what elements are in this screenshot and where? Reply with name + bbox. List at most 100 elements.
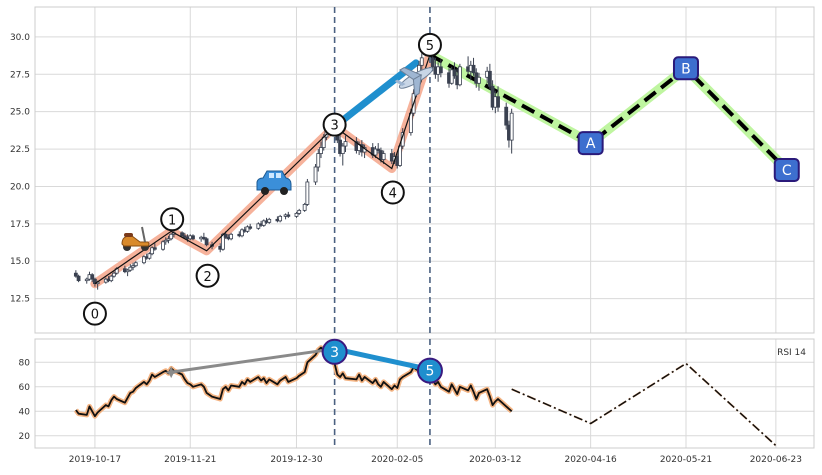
rsi-plot-area bbox=[35, 339, 814, 448]
rsi-bubble-3: 3 bbox=[321, 338, 348, 365]
wave-label-circle bbox=[322, 112, 347, 137]
scooter-stem bbox=[141, 226, 146, 243]
wave-label-0: 0 bbox=[82, 301, 107, 326]
candle-body bbox=[449, 69, 454, 84]
car-wheel bbox=[261, 187, 269, 195]
rsi-divergence-line bbox=[170, 347, 335, 374]
candle-body bbox=[76, 275, 81, 282]
candle-body bbox=[477, 76, 481, 84]
price-y-tick-label: 22.5 bbox=[10, 145, 30, 155]
wave-label-circle bbox=[380, 180, 405, 205]
wave-label-circle bbox=[195, 263, 220, 288]
candle-body bbox=[294, 212, 299, 217]
candle-body bbox=[278, 215, 283, 222]
candle-body bbox=[398, 145, 402, 166]
price-y-tick-label: 12.5 bbox=[10, 295, 30, 305]
x-tick-label: 2020-06-23 bbox=[750, 455, 802, 465]
candle-body bbox=[240, 229, 244, 237]
candle-body bbox=[166, 238, 171, 241]
car-body bbox=[256, 170, 292, 191]
candle-body bbox=[112, 272, 116, 277]
projection-label-text: A bbox=[586, 136, 596, 152]
candle-body bbox=[223, 233, 228, 238]
projection-label-box bbox=[773, 158, 800, 182]
candle-body bbox=[84, 278, 89, 282]
candle-body bbox=[504, 106, 509, 126]
rsi-y-tick-label: 80 bbox=[19, 358, 31, 368]
candle-body bbox=[261, 220, 266, 226]
candle-body bbox=[302, 203, 307, 211]
price-frame bbox=[34, 6, 815, 334]
candle-body bbox=[381, 153, 386, 160]
candle-body bbox=[73, 272, 78, 277]
projection-label-box bbox=[672, 56, 699, 81]
candle-body bbox=[142, 256, 146, 264]
candle-body bbox=[180, 232, 184, 237]
candle-body bbox=[340, 145, 345, 154]
projection-label-text: B bbox=[681, 61, 691, 77]
star-icon bbox=[165, 366, 178, 379]
x-tick-label: 2020-05-21 bbox=[660, 455, 712, 465]
candle-body bbox=[163, 239, 168, 243]
candle-body bbox=[125, 269, 130, 273]
rsi-bubble-text: 5 bbox=[425, 364, 434, 380]
price-panel: 12.5 15.0 17.5 20.0 22.5 25.0 27.5 30.0 0 1 2 3 4 5 A B… bbox=[10, 6, 815, 334]
scooter-icon bbox=[121, 226, 150, 251]
projection-dashed-line bbox=[428, 53, 789, 172]
impulse-arrow-line bbox=[331, 59, 420, 131]
rsi-bubble-circle bbox=[321, 338, 348, 365]
x-tick-label: 2019-11-21 bbox=[164, 455, 216, 465]
scooter-seat bbox=[124, 233, 133, 237]
candle-body bbox=[109, 275, 114, 282]
rsi-bubble-5: 5 bbox=[416, 357, 443, 384]
wave-label-1: 1 bbox=[160, 207, 185, 232]
candle-body bbox=[487, 70, 492, 87]
wave-label-2: 2 bbox=[195, 263, 220, 288]
airplane-icon bbox=[394, 66, 434, 97]
candle-body bbox=[438, 66, 443, 74]
car-wheel bbox=[280, 187, 288, 195]
candle-body bbox=[458, 66, 462, 86]
candle-body bbox=[256, 223, 261, 229]
wave-label-4: 4 bbox=[380, 180, 405, 205]
scooter-body bbox=[121, 235, 150, 247]
candle-body bbox=[182, 235, 187, 238]
x-tick-label: 2019-12-30 bbox=[270, 455, 323, 465]
rsi-bubble-text: 3 bbox=[330, 345, 339, 361]
price-y-tick-label: 17.5 bbox=[10, 220, 30, 230]
candle-body bbox=[204, 238, 209, 246]
candle-body bbox=[419, 57, 424, 66]
wave-label-text: 3 bbox=[330, 119, 338, 134]
x-tick-label: 2020-03-12 bbox=[469, 455, 521, 465]
candle-body bbox=[376, 148, 381, 151]
wave-label-text: 2 bbox=[203, 270, 211, 285]
candle-body bbox=[430, 57, 435, 68]
candle-body bbox=[248, 226, 253, 229]
wave-label-text: 4 bbox=[389, 187, 397, 202]
rsi-y-tick-label: 40 bbox=[19, 407, 31, 417]
candle-body bbox=[245, 226, 250, 232]
car-window bbox=[276, 173, 281, 178]
candle-body bbox=[452, 69, 457, 77]
wave-label-circle bbox=[417, 32, 442, 57]
wave-label-circle bbox=[82, 301, 107, 326]
plane-wing bbox=[412, 74, 422, 97]
candle-body bbox=[316, 153, 321, 168]
candle-body bbox=[313, 166, 318, 183]
candle-body bbox=[147, 253, 152, 259]
candle-body bbox=[343, 141, 348, 147]
price-plot-area bbox=[35, 7, 814, 333]
candle-body bbox=[152, 247, 157, 250]
candle-body bbox=[373, 148, 378, 156]
candle-body bbox=[90, 274, 95, 280]
rsi-projection-line bbox=[511, 362, 777, 447]
rsi-y-tick-label: 60 bbox=[19, 383, 31, 393]
candle-body bbox=[319, 147, 323, 154]
rsi-bubble-circle bbox=[416, 357, 443, 384]
wave-label-circle bbox=[160, 207, 185, 232]
projection-label-B: B bbox=[672, 56, 699, 81]
rsi-panel: 2019-10-17 2019-11-21 2019-12-30 2020-02-05… bbox=[19, 338, 815, 465]
plane-tail bbox=[394, 79, 406, 86]
rsi-bubble-connector bbox=[334, 346, 431, 373]
